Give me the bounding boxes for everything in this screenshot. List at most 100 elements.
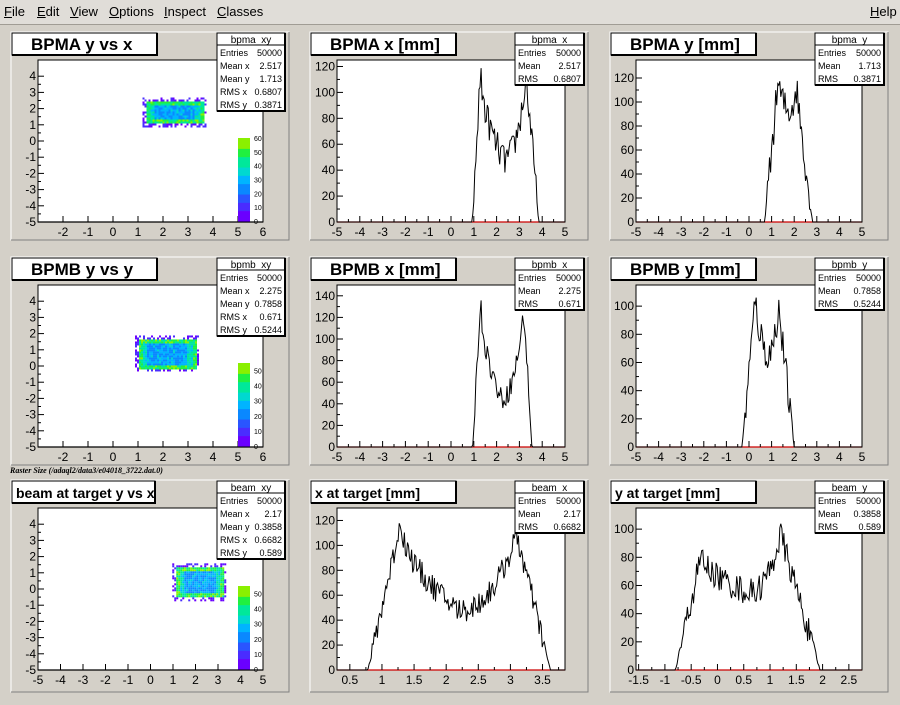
heatmap-cell [178,565,181,568]
y-tick-label: -4 [25,647,36,661]
heatmap-cell [172,99,175,102]
stats-frame-shadow [815,258,885,311]
heatmap-cell [196,107,199,110]
y-tick-label: 80 [621,550,635,564]
heatmap-cell [202,117,205,120]
menu-inspect[interactable]: Inspect [164,4,206,19]
menu-file[interactable]: File [4,4,25,19]
heatmap-cell [187,355,189,358]
menu-options[interactable]: Options [109,4,154,19]
heatmap-cell [178,101,181,104]
heatmap-cell [200,573,203,576]
canvas-svg[interactable]: -2 -1 0 1 2 3 4 5 6-5-4-3-2-1012340102030405060B… [0,25,900,700]
palette-band [238,627,250,631]
y-tick-label: 120 [614,71,634,85]
heatmap-cell [168,121,171,124]
heatmap-cell [214,563,217,566]
heatmap-cell [165,355,167,358]
x-tick-label: -4 [55,673,66,687]
heatmap-cell [168,101,171,104]
heatmap-cell [178,575,181,578]
plot-area[interactable] [635,507,863,671]
raster-size-caption: Raster Size (/adaql2/data3/e04018_3722.d… [10,466,163,475]
y-tick-label: 40 [322,397,336,411]
menu-help[interactable]: Help [870,4,897,19]
heatmap-cell [193,361,195,364]
palette-band [238,410,250,414]
stats-label: Mean [518,286,541,296]
heatmap-cell [165,363,167,366]
heatmap-cell [154,111,157,114]
heatmap-cell [169,341,171,344]
stats-value: 50000 [856,496,881,506]
heatmap-cell [224,591,227,594]
heatmap-cell [188,111,191,114]
heatmap-cell [158,119,161,122]
heatmap-cell [150,117,153,120]
heatmap-cell [214,589,217,592]
heatmap-cell [220,593,223,596]
heatmap-cell [195,359,197,362]
heatmap-cell [214,593,217,596]
plot-area[interactable] [336,507,566,671]
plot-area[interactable] [635,284,863,448]
heatmap-cell [200,105,203,108]
palette-band [238,383,250,387]
menu-view[interactable]: View [70,4,98,19]
plot-area[interactable] [336,284,566,448]
heatmap-cell [161,343,163,346]
heatmap-cell [175,365,177,368]
menu-edit[interactable]: Edit [37,4,60,19]
heatmap-cell [139,335,141,338]
stats-label: Mean x [220,286,250,296]
menu-classes[interactable]: Classes [217,4,264,19]
heatmap-cell [178,583,181,586]
heatmap-cell [218,571,221,574]
heatmap-cell [165,339,167,342]
heatmap-cell [174,579,177,582]
heatmap-cell [192,581,195,584]
heatmap-cell [189,345,191,348]
heatmap-cell [210,567,213,570]
heatmap-cell [222,599,225,602]
heatmap-cell [216,571,219,574]
heatmap-cell [204,591,207,594]
heatmap-cell [169,365,171,368]
heatmap-cell [176,593,179,596]
heatmap-cell [178,581,181,584]
heatmap-cell [192,573,195,576]
heatmap-cell [162,103,165,106]
heatmap-cell [153,341,155,344]
heatmap-cell [178,113,181,116]
heatmap-cell [135,353,137,356]
x-tick-label: -1 [423,225,434,239]
heatmap-cell [185,349,187,352]
heatmap-cell [188,591,191,594]
heatmap-cell [186,119,189,122]
pad-bpmb_xy[interactable]: -2 -1 0 1 2 3 4 5 6-5-4-3-2-10123401020304050BPM… [10,256,290,466]
root-canvas[interactable]: -2 -1 0 1 2 3 4 5 6 -5 -4 -3 -2 -1 0 1 2 3 4 0 10 20 30 40 50 60 B… [0,25,900,700]
heatmap-cell [153,365,155,368]
heatmap-cell [152,111,155,114]
heatmap-cell [189,353,191,356]
palette-band [238,606,250,610]
plot-area[interactable] [635,59,863,223]
pad-bpma_xy[interactable]: -2 -1 0 1 2 3 4 5 6-5-4-3-2-1012340102030405060B… [10,31,290,241]
heatmap-cell [180,123,183,126]
heatmap-cell [192,591,195,594]
heatmap-cell [186,587,189,590]
heatmap-cell [210,579,213,582]
palette-band [238,177,250,180]
heatmap-cell [214,581,217,584]
heatmap-cell [175,355,177,358]
pad-beam_xy[interactable]: -5 -4 -3 -2 -1 0 1 2 3 4 5-5-4-3-2-101234010203040… [10,479,290,693]
heatmap-cell [168,119,171,122]
stats-label: Entries [220,48,249,58]
